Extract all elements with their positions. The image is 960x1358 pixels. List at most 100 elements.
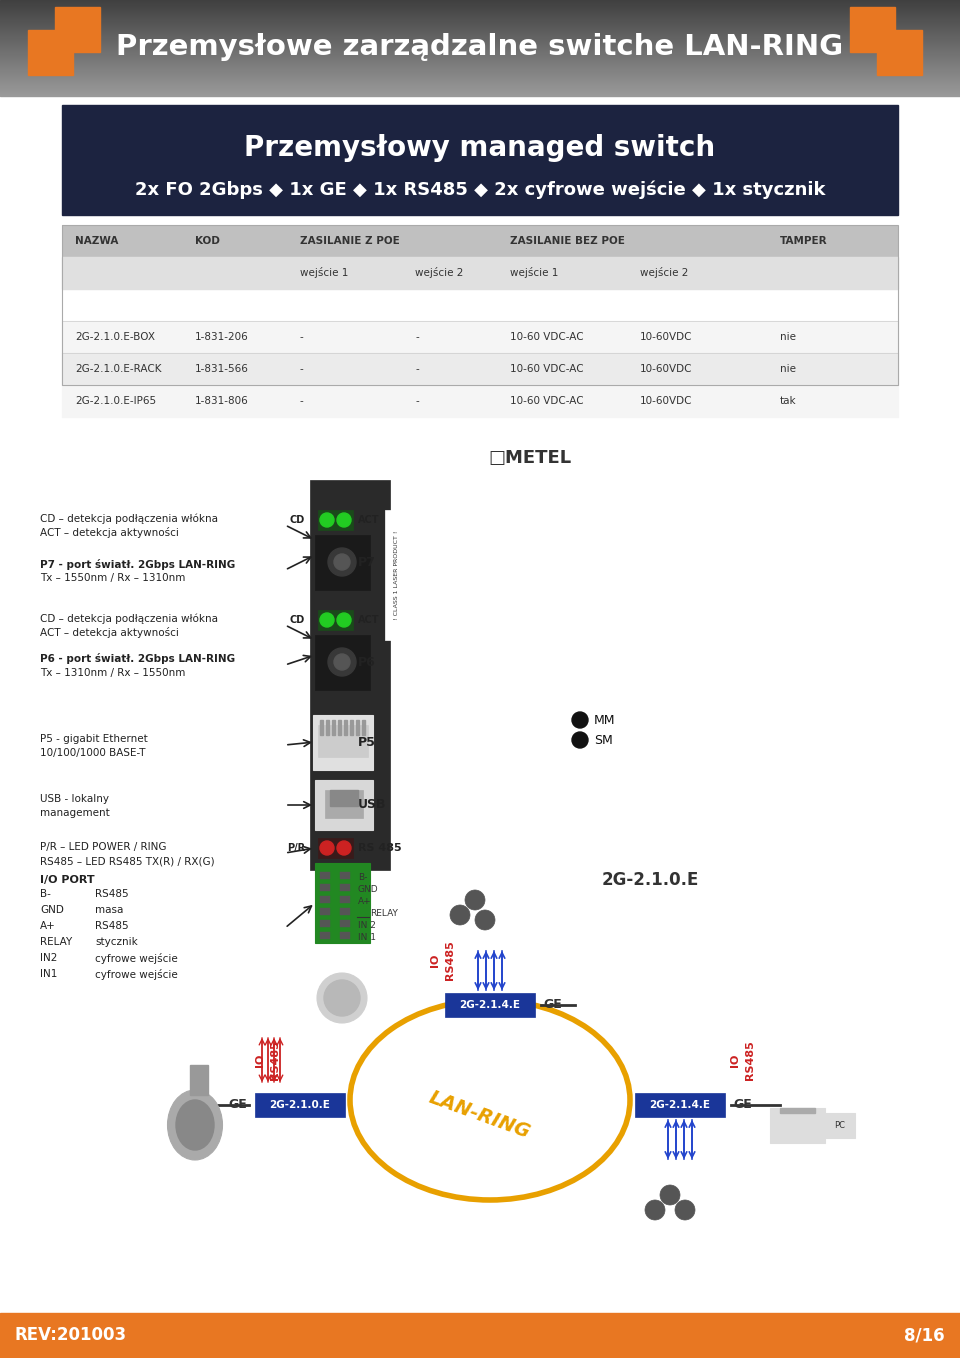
- Bar: [356, 720, 359, 735]
- Text: 8/16: 8/16: [904, 1325, 945, 1344]
- Text: 10-60 VDC-AC: 10-60 VDC-AC: [510, 397, 584, 406]
- Text: IN 1: IN 1: [358, 933, 376, 941]
- Bar: [313, 716, 373, 770]
- Text: 2G-2.1.4.E: 2G-2.1.4.E: [650, 1100, 710, 1109]
- Bar: [55, 7, 100, 52]
- Text: B-: B-: [40, 889, 51, 899]
- Circle shape: [320, 841, 334, 856]
- Circle shape: [334, 655, 350, 669]
- Circle shape: [675, 1200, 695, 1219]
- Text: Tx – 1550nm / Rx – 1310nm: Tx – 1550nm / Rx – 1310nm: [40, 573, 185, 583]
- Text: 10-60VDC: 10-60VDC: [640, 397, 692, 406]
- Text: 2G-2.1.0.E-IP65: 2G-2.1.0.E-IP65: [75, 397, 156, 406]
- Text: -: -: [300, 364, 303, 373]
- Circle shape: [324, 980, 360, 1016]
- Text: PC: PC: [834, 1120, 846, 1130]
- Bar: [62, 225, 898, 386]
- Text: P7 - port światł. 2Gbps LAN-RING: P7 - port światł. 2Gbps LAN-RING: [40, 558, 235, 569]
- Circle shape: [660, 1186, 680, 1205]
- Bar: [362, 720, 365, 735]
- Text: RS485: RS485: [270, 1040, 280, 1080]
- Bar: [770, 1108, 825, 1143]
- Text: RELAY: RELAY: [40, 937, 72, 947]
- Text: IO: IO: [255, 1054, 265, 1066]
- Text: management: management: [40, 808, 109, 818]
- Bar: [338, 720, 341, 735]
- Bar: [0, 1313, 960, 1358]
- Text: GE: GE: [543, 998, 562, 1012]
- Text: USB: USB: [358, 799, 387, 812]
- Circle shape: [465, 889, 485, 910]
- Text: 2x FO 2Gbps ◆ 1x GE ◆ 1x RS485 ◆ 2x cyfrowe wejście ◆ 1x stycznik: 2x FO 2Gbps ◆ 1x GE ◆ 1x RS485 ◆ 2x cyfr…: [134, 181, 826, 200]
- Bar: [318, 725, 368, 756]
- Text: 1-831-806: 1-831-806: [195, 397, 249, 406]
- Bar: [330, 790, 358, 807]
- Text: P/R – LED POWER / RING: P/R – LED POWER / RING: [40, 842, 166, 851]
- Bar: [344, 720, 347, 735]
- Text: ACT – detekcja aktywności: ACT – detekcja aktywności: [40, 527, 179, 539]
- Text: IO: IO: [430, 953, 440, 967]
- Text: -: -: [415, 364, 419, 373]
- Text: IN2: IN2: [40, 953, 58, 963]
- Circle shape: [337, 841, 351, 856]
- Text: RS485: RS485: [445, 940, 455, 980]
- Bar: [62, 386, 898, 417]
- Text: RS485 – LED RS485 TX(R) / RX(G): RS485 – LED RS485 TX(R) / RX(G): [40, 856, 215, 866]
- Bar: [190, 1065, 208, 1095]
- Ellipse shape: [167, 1090, 223, 1160]
- Circle shape: [572, 732, 588, 748]
- Text: -: -: [300, 331, 303, 342]
- Text: wejście 2: wejście 2: [640, 268, 688, 278]
- Bar: [320, 720, 323, 735]
- Bar: [825, 1114, 855, 1138]
- Text: □METEL: □METEL: [489, 449, 571, 467]
- Bar: [310, 479, 390, 870]
- Circle shape: [337, 612, 351, 627]
- Circle shape: [320, 513, 334, 527]
- Text: 10-60 VDC-AC: 10-60 VDC-AC: [510, 364, 584, 373]
- Text: 2G-2.1.0.E: 2G-2.1.0.E: [601, 870, 699, 889]
- Bar: [340, 932, 350, 938]
- Bar: [320, 909, 330, 915]
- Text: wejście 2: wejście 2: [415, 268, 464, 278]
- Bar: [315, 779, 373, 830]
- Bar: [315, 636, 370, 690]
- Text: NAZWA: NAZWA: [75, 236, 118, 246]
- Bar: [35, 868, 285, 983]
- Circle shape: [317, 972, 367, 1023]
- Bar: [340, 909, 350, 915]
- Circle shape: [450, 904, 470, 925]
- Bar: [35, 550, 285, 589]
- Text: cyfrowe wejście: cyfrowe wejście: [95, 952, 178, 963]
- Circle shape: [334, 554, 350, 570]
- Circle shape: [328, 648, 356, 676]
- Text: -: -: [415, 331, 419, 342]
- Circle shape: [320, 612, 334, 627]
- Text: B-: B-: [358, 872, 368, 881]
- Text: USB - lokalny: USB - lokalny: [40, 794, 109, 804]
- Bar: [332, 720, 335, 735]
- Text: CD – detekcja podłączenia włókna: CD – detekcja podłączenia włókna: [40, 513, 218, 524]
- Text: nie: nie: [780, 364, 796, 373]
- Bar: [320, 896, 330, 903]
- Text: Przemysłowy managed switch: Przemysłowy managed switch: [245, 134, 715, 162]
- Bar: [35, 832, 285, 873]
- Text: GND: GND: [40, 904, 64, 915]
- Text: 2G-2.1.4.E: 2G-2.1.4.E: [460, 999, 520, 1010]
- Bar: [320, 872, 330, 879]
- Text: 10/100/1000 BASE-T: 10/100/1000 BASE-T: [40, 748, 146, 758]
- Text: wejście 1: wejście 1: [300, 268, 348, 278]
- Text: IN 2: IN 2: [358, 921, 376, 929]
- Bar: [35, 505, 285, 545]
- Text: ZASILANIE Z POE: ZASILANIE Z POE: [300, 236, 399, 246]
- Bar: [635, 1093, 725, 1118]
- Text: P6: P6: [358, 656, 375, 668]
- Circle shape: [645, 1200, 665, 1219]
- Bar: [320, 919, 330, 928]
- Bar: [320, 884, 330, 891]
- Text: 1-831-566: 1-831-566: [195, 364, 249, 373]
- Text: IN1: IN1: [40, 970, 58, 979]
- Text: ACT: ACT: [358, 515, 379, 526]
- Text: ZASILANIE BEZ POE: ZASILANIE BEZ POE: [510, 236, 625, 246]
- Text: REV:201003: REV:201003: [15, 1325, 127, 1344]
